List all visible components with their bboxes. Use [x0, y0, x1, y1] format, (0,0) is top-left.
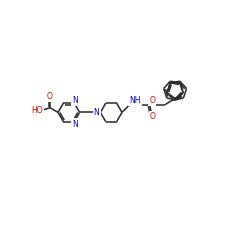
Text: N: N	[72, 120, 78, 128]
Text: O: O	[47, 92, 53, 101]
Text: O: O	[150, 112, 156, 121]
Text: N: N	[72, 96, 78, 105]
Text: O: O	[150, 96, 155, 105]
Text: HO: HO	[31, 106, 43, 114]
Text: N: N	[94, 108, 100, 117]
Text: NH: NH	[129, 96, 140, 105]
